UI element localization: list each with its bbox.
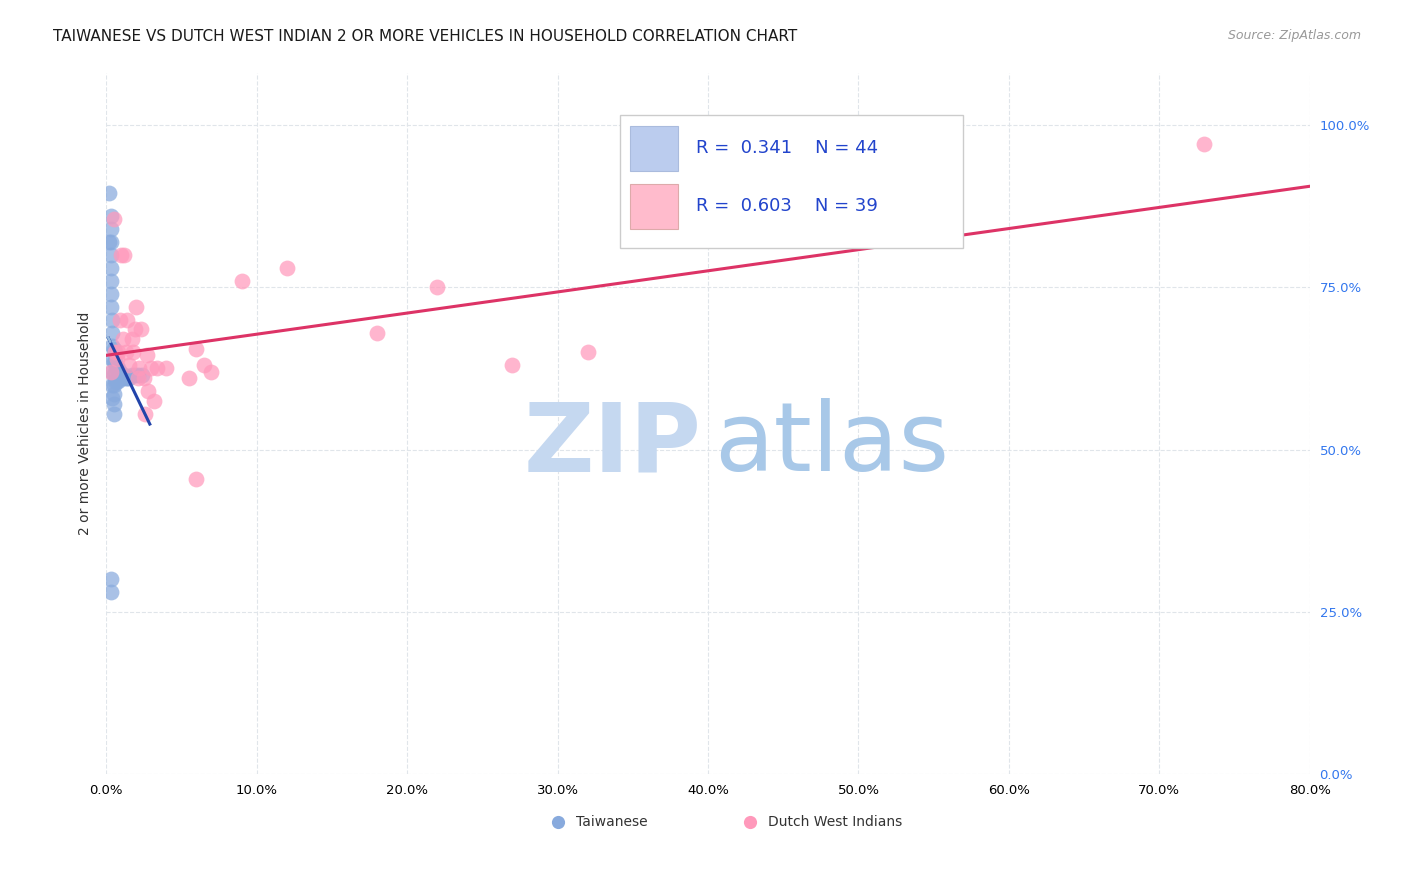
Point [103,397,125,411]
Point [101,312,124,326]
Point [115,371,138,385]
Point [114,371,136,385]
Point [111,332,134,346]
Point [177,371,200,385]
Point [128,361,150,376]
Point [141,361,163,376]
FancyBboxPatch shape [630,184,678,229]
Point [101,391,124,405]
Point [114,345,136,359]
Point [186,472,208,486]
Point [103,355,125,369]
Point [115,312,138,326]
Point [110,368,132,382]
Text: atlas: atlas [714,398,949,491]
Point [100,260,122,275]
Point [105,351,128,366]
Point [112,368,135,382]
Y-axis label: 2 or more Vehicles in Household: 2 or more Vehicles in Household [79,312,93,535]
Point [101,365,124,379]
Point [127,371,149,385]
Point [107,375,129,389]
Point [104,355,127,369]
Point [426,280,449,294]
Text: Dutch West Indians: Dutch West Indians [768,815,903,829]
Point [118,371,141,385]
Point [100,365,122,379]
Point [659,811,682,825]
Point [134,407,156,421]
Point [193,358,215,372]
Point [576,345,599,359]
Point [101,339,124,353]
Point [121,368,143,382]
Point [186,342,208,356]
Point [108,365,131,379]
Point [110,248,132,262]
Point [146,361,169,376]
Point [111,371,134,385]
Text: Taiwanese: Taiwanese [575,815,647,829]
Point [103,387,125,401]
Point [125,300,148,314]
Point [100,248,122,262]
Point [100,300,122,314]
Point [105,361,128,376]
FancyBboxPatch shape [630,126,678,171]
Point [276,260,298,275]
Point [124,368,146,382]
Point [104,345,127,359]
Point [100,235,122,249]
Point [143,393,166,408]
Point [136,384,159,398]
Point [129,322,152,336]
Point [366,326,388,340]
Point [104,375,127,389]
Point [100,585,122,599]
Point [118,358,141,372]
Text: R =  0.603    N = 39: R = 0.603 N = 39 [696,197,877,215]
Point [100,286,122,301]
Point [132,371,155,385]
Point [98,186,121,200]
Point [135,348,157,362]
Text: Source: ZipAtlas.com: Source: ZipAtlas.com [1227,29,1361,42]
Point [1194,137,1216,152]
Point [100,573,122,587]
Point [101,377,124,392]
Point [103,368,125,382]
Point [127,368,149,382]
Point [101,351,124,366]
Point [124,322,146,336]
Point [200,365,222,379]
Text: R =  0.341    N = 44: R = 0.341 N = 44 [696,139,879,157]
Point [108,312,131,326]
FancyBboxPatch shape [620,115,963,248]
Point [231,274,253,288]
Point [98,235,121,249]
Text: ZIP: ZIP [524,398,702,491]
Point [112,248,135,262]
Point [155,361,177,376]
Point [100,274,122,288]
Point [103,377,125,392]
Point [105,375,128,389]
Text: TAIWANESE VS DUTCH WEST INDIAN 2 OR MORE VEHICLES IN HOUSEHOLD CORRELATION CHART: TAIWANESE VS DUTCH WEST INDIAN 2 OR MORE… [53,29,797,44]
Point [100,222,122,236]
Point [103,407,125,421]
Point [900,811,922,825]
Point [101,326,124,340]
Point [104,365,127,379]
Point [501,358,523,372]
Point [100,209,122,223]
Point [121,332,143,346]
Point [107,345,129,359]
Point [122,345,145,359]
Point [131,368,153,382]
Point [103,212,125,227]
Point [103,342,125,356]
Point [107,361,129,376]
